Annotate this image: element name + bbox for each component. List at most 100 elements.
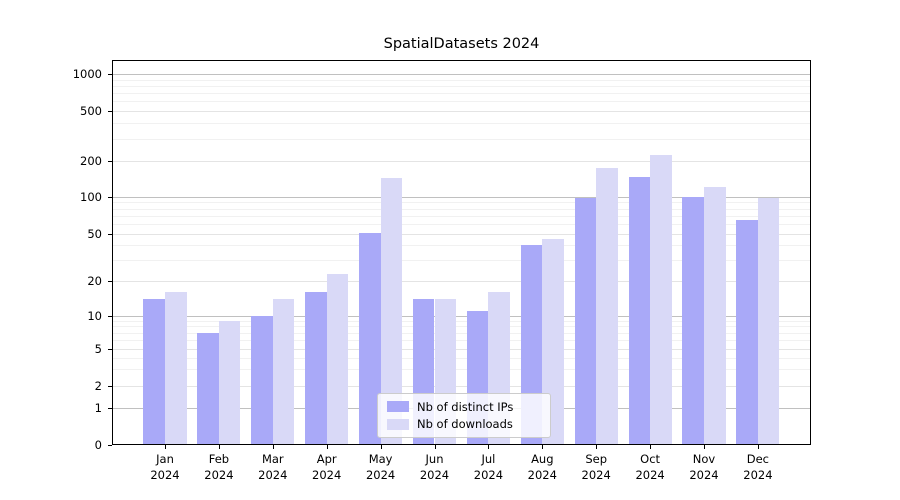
y-tick-label: 1000 [72, 67, 102, 81]
minor-gridline [112, 101, 811, 103]
y-tick-label: 200 [80, 154, 102, 168]
y-tick-mark [108, 315, 112, 317]
x-tick-mark [488, 445, 490, 449]
bar-ips-nov [682, 196, 704, 445]
y-tick-label: 1 [94, 400, 102, 415]
x-tick-mark [272, 445, 274, 449]
y-tick-mark [108, 385, 112, 387]
y-tick-label: 50 [87, 227, 102, 241]
x-tick-mark [596, 445, 598, 449]
legend-swatch [387, 401, 409, 413]
bar-downloads-jan [165, 291, 187, 445]
y-tick-label: 500 [80, 104, 102, 118]
x-tick-label: May 2024 [365, 452, 396, 482]
y-tick-label: 10 [87, 308, 102, 323]
bar-ips-sep [574, 197, 597, 445]
x-tick-label: Dec 2024 [743, 452, 773, 482]
y-tick-mark [108, 407, 112, 409]
legend-swatch [387, 418, 409, 430]
gridline [112, 234, 811, 235]
y-tick-mark [108, 74, 112, 75]
bar-ips-dec [736, 219, 758, 445]
x-tick-label: Oct 2024 [635, 452, 665, 482]
y-tick-label: 0 [94, 438, 102, 452]
legend-label: Nb of distinct IPs [417, 399, 514, 414]
minor-gridline [112, 208, 811, 210]
y-tick-mark [108, 280, 112, 282]
minor-gridline [112, 332, 811, 334]
bar-ips-mar [251, 315, 273, 445]
minor-gridline [112, 260, 811, 262]
legend-label: Nb of downloads [417, 417, 513, 432]
bar-downloads-sep [596, 167, 618, 445]
minor-gridline [112, 85, 811, 87]
x-tick-label: Apr 2024 [312, 452, 342, 482]
bar-ips-jan [143, 298, 165, 445]
x-tick-label: Sep 2024 [581, 452, 611, 482]
legend-item: Nb of distinct IPs [387, 400, 550, 414]
x-tick-mark [326, 445, 328, 449]
x-tick-label: Nov 2024 [689, 452, 719, 482]
gridline [112, 315, 811, 317]
minor-gridline [112, 79, 811, 81]
x-tick-mark [165, 445, 166, 449]
x-tick-mark [650, 445, 652, 449]
minor-gridline [112, 326, 811, 328]
minor-gridline [112, 202, 811, 204]
minor-gridline [112, 93, 811, 95]
bar-ips-may [359, 232, 381, 445]
y-tick-label: 2 [94, 378, 102, 393]
gridline [112, 349, 811, 350]
y-tick-label: 5 [94, 342, 102, 356]
minor-gridline [112, 138, 811, 140]
y-tick-label: 100 [80, 189, 102, 204]
y-tick-mark [108, 196, 112, 198]
x-tick-mark [434, 445, 436, 449]
x-tick-mark [380, 445, 382, 449]
x-tick-label: Feb 2024 [204, 452, 234, 482]
gridline [112, 111, 811, 112]
bar-downloads-oct [650, 154, 672, 445]
bar-ips-oct [628, 176, 651, 445]
x-tick-label: Jun 2024 [419, 452, 450, 482]
x-tick-label: Jan 2024 [150, 452, 180, 482]
legend-item: Nb of downloads [387, 417, 550, 431]
legend: Nb of distinct IPs Nb of downloads [377, 393, 551, 438]
minor-gridline [112, 369, 811, 371]
gridline [112, 280, 811, 282]
x-tick-mark [218, 445, 220, 449]
x-tick-label: Jul 2024 [473, 452, 504, 482]
y-tick-mark [108, 349, 112, 350]
bar-downloads-may [380, 177, 403, 445]
bar-downloads-feb [218, 320, 241, 445]
minor-gridline [112, 320, 811, 322]
minor-gridline [112, 224, 811, 226]
minor-gridline [112, 123, 811, 125]
y-tick-mark [108, 111, 112, 112]
y-tick-mark [108, 234, 112, 235]
x-tick-label: Mar 2024 [258, 452, 288, 482]
plot-area [112, 60, 811, 445]
y-tick-mark [108, 445, 112, 446]
bar-downloads-nov [704, 187, 726, 445]
chart-title: SpatialDatasets 2024 [383, 36, 540, 52]
minor-gridline [112, 245, 811, 247]
y-tick-label: 20 [87, 273, 102, 288]
gridline [112, 161, 811, 162]
bar-downloads-apr [326, 273, 349, 445]
y-tick-mark [108, 161, 112, 162]
x-tick-mark [757, 445, 759, 449]
minor-gridline [112, 340, 811, 342]
minor-gridline [112, 357, 811, 359]
x-tick-mark [542, 445, 544, 449]
gridline [112, 74, 811, 75]
bar-downloads-dec [757, 198, 780, 445]
gridline [112, 196, 811, 198]
bar-downloads-mar [272, 298, 295, 445]
minor-gridline [112, 215, 811, 217]
x-tick-mark [704, 445, 705, 449]
x-tick-label: Aug 2024 [527, 452, 557, 482]
gridline [112, 385, 811, 387]
bar-ips-apr [305, 291, 327, 445]
